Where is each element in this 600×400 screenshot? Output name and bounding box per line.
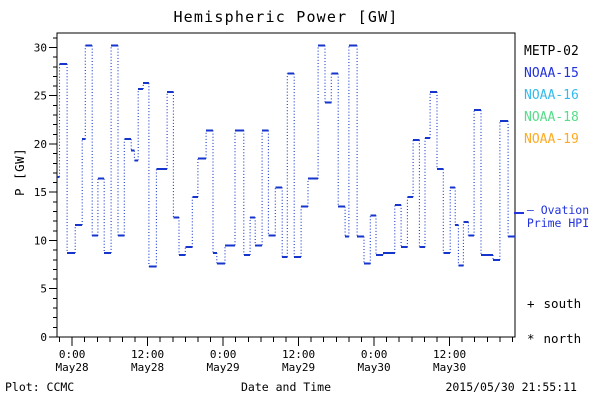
plot-frame <box>56 32 516 338</box>
y-tick-label: 0 <box>40 331 47 344</box>
x-axis-title: Date and Time <box>240 380 331 394</box>
x-tick-date: May30 <box>358 361 391 374</box>
x-tick-time: 0:00 <box>361 348 388 361</box>
hpi-data-line <box>57 44 515 268</box>
x-tick-time: 0:00 <box>210 348 237 361</box>
legend-item-noaa-19: NOAA-19 <box>524 132 579 147</box>
x-tick-time: 12:00 <box>282 348 315 361</box>
y-tick-label: 5 <box>40 283 47 296</box>
timestamp: 2015/05/30 21:55:11 <box>445 380 577 394</box>
x-tick-time: 0:00 <box>59 348 86 361</box>
asterisk-symbol: * <box>527 331 535 346</box>
y-tick-label: 20 <box>34 138 47 151</box>
x-tick-date: May28 <box>56 361 89 374</box>
north-label: north <box>543 331 582 346</box>
x-tick-date: May29 <box>207 361 240 374</box>
legend-item-noaa-15: NOAA-15 <box>524 66 579 81</box>
north-marker-legend: * north <box>527 331 581 346</box>
legend-item-noaa-16: NOAA-16 <box>524 88 579 103</box>
x-tick-time: 12:00 <box>433 348 466 361</box>
y-tick-label: 25 <box>34 90 47 103</box>
ovation-label-line1: – Ovation <box>526 203 590 217</box>
x-tick-date: May28 <box>131 361 164 374</box>
plot-source-label: Plot: CCMC <box>5 380 75 394</box>
ovation-hpi-label: – Ovation Prime HPI <box>516 204 600 230</box>
ovation-leader-dash <box>514 212 524 214</box>
south-label: south <box>543 296 582 311</box>
x-tick-time: 12:00 <box>131 348 164 361</box>
y-tick-label: 15 <box>34 186 47 199</box>
chart-title: Hemispheric Power [GW] <box>173 8 399 26</box>
plus-symbol: + <box>527 296 535 311</box>
hpi-step-connectors <box>58 45 509 267</box>
ovation-label-line2: Prime HPI <box>526 216 590 230</box>
y-tick-label: 30 <box>34 42 47 55</box>
legend-item-metp-02: METP-02 <box>524 44 579 59</box>
legend-item-noaa-18: NOAA-18 <box>524 110 579 125</box>
x-tick-date: May29 <box>282 361 315 374</box>
axis-ticks <box>49 37 513 346</box>
y-tick-label: 10 <box>34 235 47 248</box>
south-marker-legend: + south <box>527 296 581 311</box>
x-tick-date: May30 <box>433 361 466 374</box>
